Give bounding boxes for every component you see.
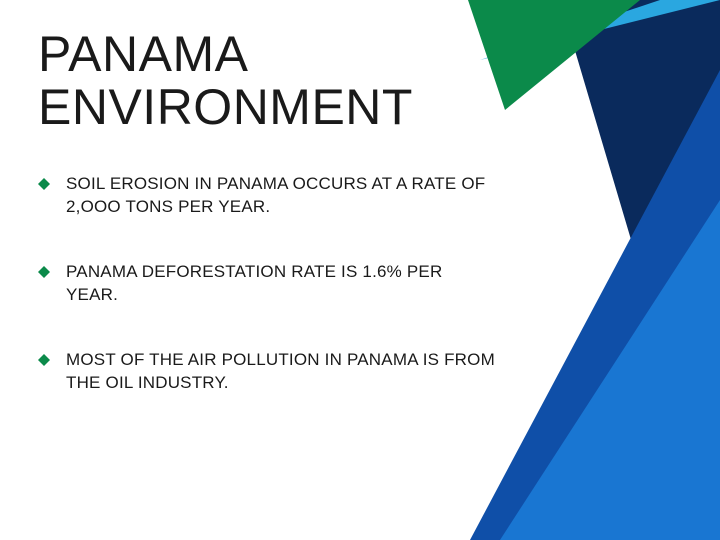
bullet-text: SOIL EROSION IN PANAMA OCCURS AT A RATE …: [66, 174, 485, 216]
slide-title: PANAMA ENVIRONMENT: [38, 28, 498, 133]
content-area: PANAMA ENVIRONMENT SOIL EROSION IN PANAM…: [38, 28, 498, 437]
list-item: SOIL EROSION IN PANAMA OCCURS AT A RATE …: [38, 173, 498, 219]
decor-triangle: [470, 70, 720, 540]
bullet-text: PANAMA DEFORESTATION RATE IS 1.6% PER YE…: [66, 262, 442, 304]
decor-triangle: [500, 200, 720, 540]
list-item: MOST OF THE AIR POLLUTION IN PANAMA IS F…: [38, 349, 498, 395]
decor-triangle: [480, 0, 720, 60]
bullet-list: SOIL EROSION IN PANAMA OCCURS AT A RATE …: [38, 173, 498, 395]
bullet-text: MOST OF THE AIR POLLUTION IN PANAMA IS F…: [66, 350, 495, 392]
decor-triangle: [560, 0, 720, 540]
decor-shapes: [460, 0, 720, 540]
diamond-bullet-icon: [38, 178, 50, 190]
diamond-bullet-icon: [38, 266, 50, 278]
diamond-bullet-icon: [38, 354, 50, 366]
list-item: PANAMA DEFORESTATION RATE IS 1.6% PER YE…: [38, 261, 498, 307]
slide: PANAMA ENVIRONMENT SOIL EROSION IN PANAM…: [0, 0, 720, 540]
